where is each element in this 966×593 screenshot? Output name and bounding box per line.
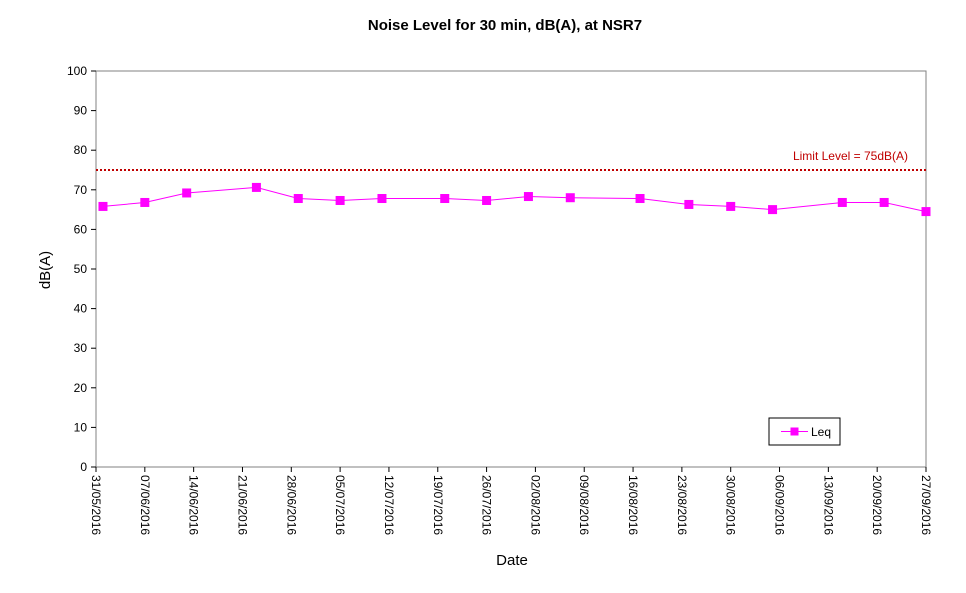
data-point bbox=[293, 194, 303, 204]
y-tick-label: 20 bbox=[74, 381, 88, 395]
data-point bbox=[635, 194, 645, 204]
x-tick-label: 12/07/2016 bbox=[382, 475, 396, 535]
y-tick-label: 90 bbox=[74, 104, 88, 118]
legend-marker bbox=[790, 427, 799, 436]
x-tick-label: 30/08/2016 bbox=[724, 475, 738, 535]
y-tick-label: 10 bbox=[74, 420, 88, 434]
x-tick-label: 06/09/2016 bbox=[773, 475, 787, 535]
legend-label: Leq bbox=[811, 425, 831, 439]
x-tick-label: 26/07/2016 bbox=[480, 475, 494, 535]
plot-area: 0 10 20 30 40 50 60 70 80 90 100 31/05/2016 07/06/20… bbox=[67, 64, 933, 535]
y-tick-label: 50 bbox=[74, 262, 88, 276]
data-point bbox=[482, 195, 492, 205]
x-tick-label: 27/09/2016 bbox=[919, 475, 933, 535]
data-point bbox=[251, 182, 261, 192]
x-tick-label: 21/06/2016 bbox=[235, 475, 249, 535]
x-tick-label: 31/05/2016 bbox=[89, 475, 103, 535]
x-tick-label: 02/08/2016 bbox=[528, 475, 542, 535]
data-point bbox=[182, 188, 192, 198]
data-point bbox=[768, 205, 778, 215]
y-tick-label: 40 bbox=[74, 302, 88, 316]
y-tick-label: 0 bbox=[80, 460, 87, 474]
series-line-leq bbox=[102, 186, 927, 213]
x-tick-label: 28/06/2016 bbox=[284, 475, 298, 535]
data-point bbox=[684, 199, 694, 209]
x-tick-label: 20/09/2016 bbox=[870, 475, 884, 535]
data-point bbox=[523, 192, 533, 202]
y-tick-label: 70 bbox=[74, 183, 88, 197]
data-point bbox=[140, 197, 150, 207]
legend: Leq bbox=[768, 417, 841, 446]
data-point bbox=[335, 195, 345, 205]
data-point bbox=[879, 197, 889, 207]
y-tick-label: 100 bbox=[67, 64, 87, 78]
data-point bbox=[440, 194, 450, 204]
x-tick-label: 14/06/2016 bbox=[187, 475, 201, 535]
plot-border bbox=[95, 70, 927, 468]
x-tick-label: 19/07/2016 bbox=[431, 475, 445, 535]
x-axis-title: Date bbox=[496, 552, 528, 569]
x-tick-label: 13/09/2016 bbox=[821, 475, 835, 535]
chart-title: Noise Level for 30 min, dB(A), at NSR7 bbox=[368, 17, 642, 34]
data-point bbox=[565, 193, 575, 203]
y-tick-label: 30 bbox=[74, 341, 88, 355]
y-tick-label: 80 bbox=[74, 143, 88, 157]
data-point bbox=[837, 197, 847, 207]
y-tick-label: 60 bbox=[74, 222, 88, 236]
data-point bbox=[726, 201, 736, 211]
y-axis-title: dB(A) bbox=[37, 251, 54, 289]
x-tick-label: 09/08/2016 bbox=[577, 475, 591, 535]
data-point bbox=[377, 194, 387, 204]
x-tick-label: 16/08/2016 bbox=[626, 475, 640, 535]
limit-line-label: Limit Level = 75dB(A) bbox=[793, 149, 908, 163]
x-tick-label: 05/07/2016 bbox=[333, 475, 347, 535]
x-tick-label: 07/06/2016 bbox=[138, 475, 152, 535]
data-point bbox=[98, 201, 108, 211]
x-tick-label: 23/08/2016 bbox=[675, 475, 689, 535]
data-point bbox=[921, 207, 931, 217]
